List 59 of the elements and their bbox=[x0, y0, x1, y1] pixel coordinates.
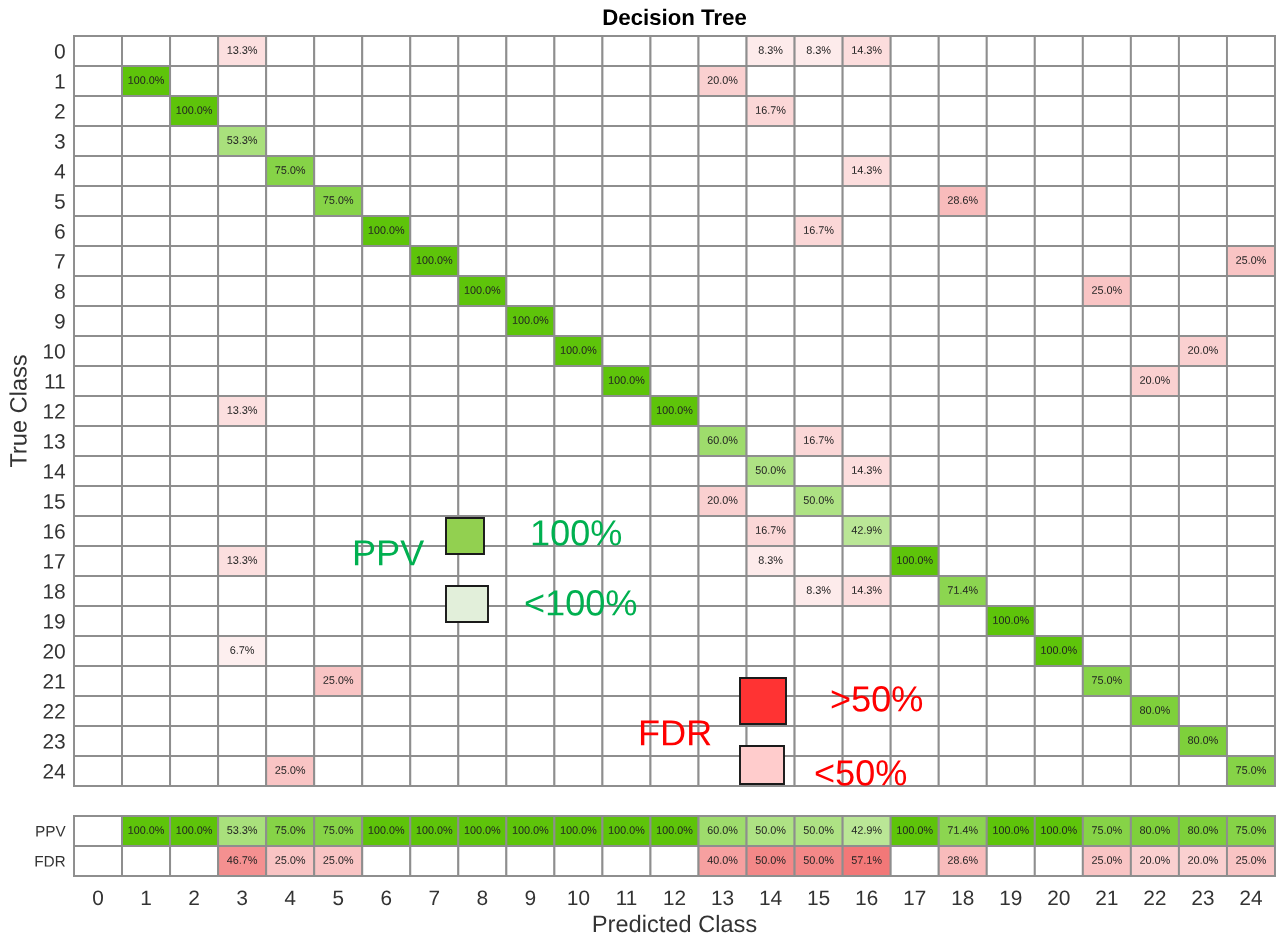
x-tick-label: 11 bbox=[617, 890, 637, 905]
x-tick-label: 22 bbox=[1144, 890, 1166, 905]
y-tick-label: 12 bbox=[44, 404, 65, 419]
x-tick-label: 20 bbox=[1048, 890, 1070, 906]
x-tick-label: 24 bbox=[1240, 890, 1262, 905]
y-tick-label: 20 bbox=[43, 644, 65, 659]
y-tick-label: 5 bbox=[54, 194, 65, 209]
x-axis-title: Predicted Class bbox=[593, 914, 757, 933]
x-tick-label: 14 bbox=[760, 890, 782, 905]
y-tick-label: 23 bbox=[43, 734, 65, 749]
annotation: PPV bbox=[354, 540, 425, 566]
x-tick-label: 23 bbox=[1192, 890, 1214, 906]
annotation: <50% bbox=[815, 760, 907, 786]
annotation: <100% bbox=[525, 590, 637, 616]
y-tick-label: 1 bbox=[55, 74, 65, 89]
y-tick-label: 9 bbox=[55, 314, 65, 329]
y-tick-label: 15 bbox=[44, 494, 65, 509]
y-tick-label: 11 bbox=[45, 374, 65, 389]
y-tick-label: 7 bbox=[55, 254, 65, 269]
x-tick-label: 2 bbox=[189, 890, 199, 905]
y-tick-label: 8 bbox=[54, 284, 65, 299]
y-tick-label: 0 bbox=[54, 44, 65, 59]
y-tick-label: 4 bbox=[54, 164, 66, 179]
y-tick-label: 19 bbox=[44, 614, 65, 629]
x-tick-label: 6 bbox=[381, 890, 392, 906]
x-tick-label: 10 bbox=[568, 890, 590, 906]
x-tick-label: 15 bbox=[808, 890, 830, 906]
y-tick-label: 14 bbox=[44, 464, 66, 479]
annotation: FDR bbox=[640, 720, 711, 746]
y-tick-label: 21 bbox=[43, 674, 65, 689]
x-tick-label: 18 bbox=[952, 890, 974, 906]
y-tick-label: 24 bbox=[43, 764, 66, 779]
x-tick-label: 1 bbox=[141, 890, 151, 905]
x-tick-label: 8 bbox=[477, 890, 488, 906]
x-tick-label: 17 bbox=[904, 890, 926, 905]
annotation: 100% bbox=[532, 520, 622, 546]
chart-title: Decision Tree bbox=[603, 8, 746, 26]
x-tick-label: 3 bbox=[237, 890, 248, 906]
x-tick-label: 12 bbox=[664, 890, 686, 905]
y-tick-label: 17 bbox=[44, 554, 65, 569]
y-tick-label: 6 bbox=[55, 224, 65, 239]
x-tick-label: 9 bbox=[525, 890, 536, 906]
x-tick-label: 19 bbox=[1000, 890, 1022, 906]
annotation: >50% bbox=[831, 686, 923, 712]
x-tick-label: 16 bbox=[856, 890, 878, 906]
y-tick-label: 13 bbox=[44, 434, 65, 449]
y-tick-label: 3 bbox=[54, 134, 65, 149]
x-tick-label: 4 bbox=[284, 890, 296, 905]
x-tick-label: 5 bbox=[333, 890, 344, 906]
x-tick-label: 21 bbox=[1096, 890, 1118, 905]
x-tick-label: 7 bbox=[429, 890, 440, 905]
y-tick-label: 10 bbox=[44, 344, 65, 359]
y-tick-label: 22 bbox=[43, 704, 65, 719]
x-tick-label: 13 bbox=[712, 890, 734, 906]
y-tick-label: 16 bbox=[44, 524, 65, 539]
x-tick-label: 0 bbox=[93, 890, 103, 906]
y-tick-label: 2 bbox=[55, 104, 65, 119]
y-axis-title: True Class bbox=[9, 355, 27, 468]
y-tick-label: 18 bbox=[44, 584, 65, 599]
